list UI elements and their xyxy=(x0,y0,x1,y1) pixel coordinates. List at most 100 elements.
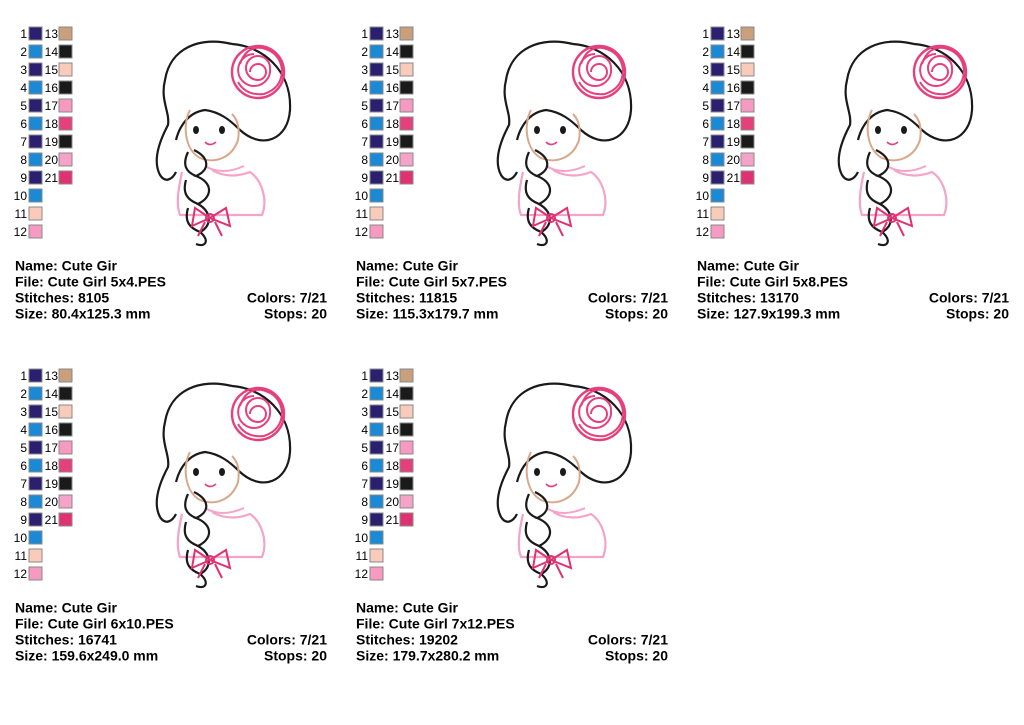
color-swatch xyxy=(710,188,725,203)
color-swatch xyxy=(399,386,414,401)
color-swatch xyxy=(58,44,73,59)
swatch-number: 1 xyxy=(20,27,27,41)
design-name: Name: Cute Gir xyxy=(356,258,458,274)
color-swatch xyxy=(369,512,384,527)
design-file: File: Cute Girl 5x4.PES xyxy=(15,274,166,290)
color-swatch xyxy=(28,26,43,41)
color-swatch xyxy=(369,80,384,95)
swatch-number: 21 xyxy=(45,171,59,185)
color-swatch xyxy=(58,170,73,185)
swatch-number: 9 xyxy=(20,513,27,527)
design-file: File: Cute Girl 7x12.PES xyxy=(356,616,515,632)
swatch-number: 18 xyxy=(45,459,59,473)
color-swatch xyxy=(28,530,43,545)
swatch-number: 13 xyxy=(727,27,741,41)
color-swatch xyxy=(58,512,73,527)
color-count: Colors: 7/21 xyxy=(247,632,327,648)
color-swatch xyxy=(710,62,725,77)
swatch-number: 5 xyxy=(702,99,709,113)
swatch-number: 8 xyxy=(20,153,27,167)
swatch-number: 12 xyxy=(355,567,369,581)
color-swatch xyxy=(399,134,414,149)
swatch-number: 21 xyxy=(727,171,741,185)
stop-count: Stops: 20 xyxy=(946,306,1009,322)
swatch-number: 10 xyxy=(696,189,710,203)
color-swatch xyxy=(369,152,384,167)
color-swatch xyxy=(28,476,43,491)
stop-count: Stops: 20 xyxy=(605,306,668,322)
swatch-number: 15 xyxy=(45,405,59,419)
swatch-number: 6 xyxy=(20,459,27,473)
color-swatch xyxy=(740,80,755,95)
color-swatch xyxy=(28,152,43,167)
color-swatch xyxy=(399,422,414,437)
swatch-number: 3 xyxy=(20,405,27,419)
swatch-number: 20 xyxy=(45,495,59,509)
design-name: Name: Cute Gir xyxy=(356,600,458,616)
swatch-number: 7 xyxy=(361,477,368,491)
swatch-number: 19 xyxy=(45,477,59,491)
swatch-number: 21 xyxy=(386,171,400,185)
color-swatch xyxy=(399,170,414,185)
color-swatch xyxy=(399,512,414,527)
color-swatch xyxy=(28,224,43,239)
color-swatch xyxy=(369,386,384,401)
swatch-number: 7 xyxy=(20,477,27,491)
swatch-number: 20 xyxy=(727,153,741,167)
design-name: Name: Cute Gir xyxy=(15,258,117,274)
color-swatch xyxy=(58,134,73,149)
design-size: Size: 159.6x249.0 mm xyxy=(15,648,158,664)
color-swatch xyxy=(28,566,43,581)
color-swatch xyxy=(58,494,73,509)
swatch-number: 17 xyxy=(45,99,59,113)
color-swatch xyxy=(740,62,755,77)
swatch-number: 3 xyxy=(702,63,709,77)
swatch-number: 10 xyxy=(14,531,28,545)
swatch-number: 6 xyxy=(361,459,368,473)
color-swatch xyxy=(58,62,73,77)
swatch-number: 11 xyxy=(15,549,28,563)
color-swatch xyxy=(58,368,73,383)
color-swatch xyxy=(28,440,43,455)
color-swatch xyxy=(369,170,384,185)
swatch-number: 14 xyxy=(386,387,400,401)
swatch-number: 17 xyxy=(386,99,400,113)
swatch-number: 9 xyxy=(20,171,27,185)
swatch-number: 7 xyxy=(20,135,27,149)
color-swatch xyxy=(369,548,384,563)
swatch-number: 11 xyxy=(356,207,369,221)
swatch-number: 12 xyxy=(14,567,28,581)
swatch-number: 3 xyxy=(361,63,368,77)
color-swatch xyxy=(399,62,414,77)
swatch-number: 10 xyxy=(14,189,28,203)
design-preview xyxy=(155,40,292,247)
color-swatch xyxy=(28,170,43,185)
swatch-number: 17 xyxy=(45,441,59,455)
swatch-number: 14 xyxy=(386,45,400,59)
swatch-number: 13 xyxy=(45,369,59,383)
swatch-number: 17 xyxy=(727,99,741,113)
swatch-number: 8 xyxy=(361,495,368,509)
swatch-number: 1 xyxy=(361,27,368,41)
swatch-number: 2 xyxy=(20,387,27,401)
color-swatch xyxy=(369,458,384,473)
swatch-number: 15 xyxy=(386,405,400,419)
color-swatch xyxy=(28,512,43,527)
color-swatch xyxy=(369,476,384,491)
swatch-number: 21 xyxy=(45,513,59,527)
color-swatch xyxy=(58,152,73,167)
color-swatch xyxy=(740,152,755,167)
color-swatch xyxy=(710,80,725,95)
swatch-number: 18 xyxy=(386,459,400,473)
design-size: Size: 179.7x280.2 mm xyxy=(356,648,499,664)
swatch-number: 5 xyxy=(361,441,368,455)
swatch-number: 4 xyxy=(20,423,27,437)
color-swatch xyxy=(399,26,414,41)
color-swatch xyxy=(399,494,414,509)
color-swatch xyxy=(28,80,43,95)
color-swatch xyxy=(710,206,725,221)
swatch-number: 18 xyxy=(45,117,59,131)
color-swatch xyxy=(369,134,384,149)
color-swatch xyxy=(710,98,725,113)
swatch-number: 15 xyxy=(45,63,59,77)
